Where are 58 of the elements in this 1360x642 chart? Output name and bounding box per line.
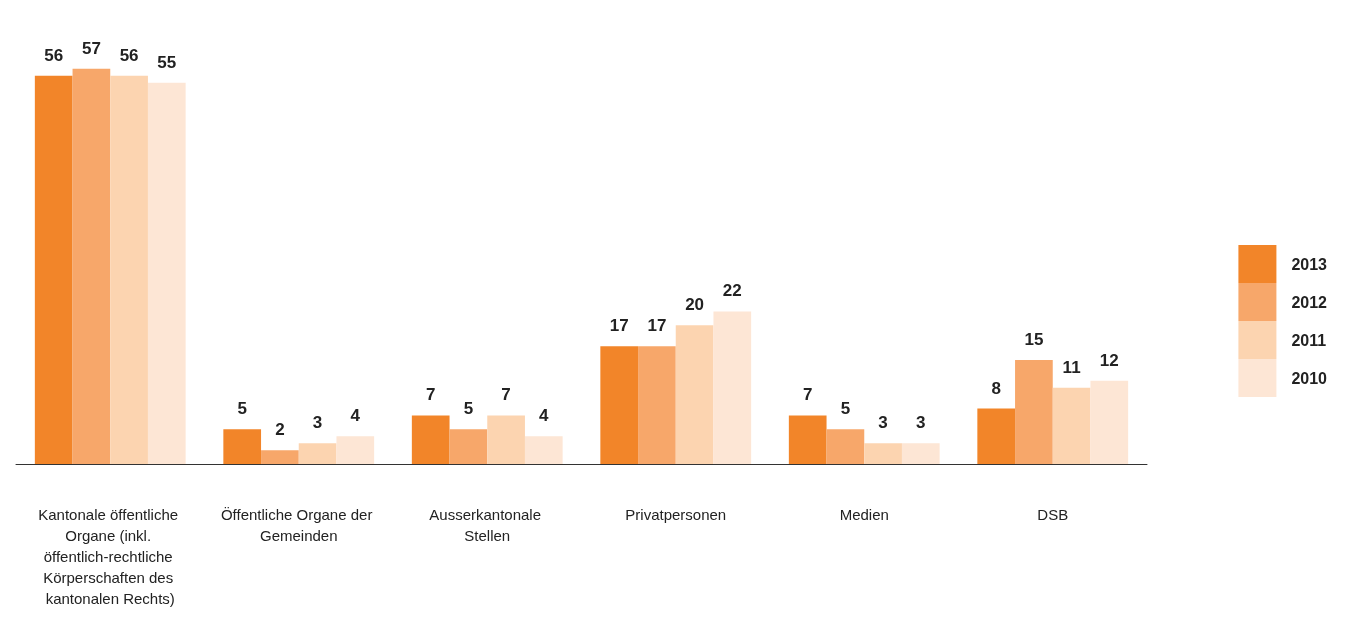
- bar: [1052, 387, 1091, 464]
- data-label: 11: [1062, 357, 1081, 377]
- bar: [1090, 380, 1129, 464]
- bar: [600, 346, 639, 464]
- x-tick-label: Privatpersonen: [625, 506, 727, 523]
- data-label: 56: [44, 45, 64, 65]
- bar: [336, 436, 375, 464]
- data-label: 7: [425, 385, 436, 405]
- bar: [72, 68, 111, 464]
- data-label: 55: [157, 52, 177, 72]
- bar: [261, 450, 299, 464]
- data-label: 17: [609, 316, 629, 336]
- x-tick-label: DSB: [1037, 506, 1069, 523]
- bar: [788, 415, 827, 464]
- bar: [147, 82, 186, 464]
- data-label: 3: [312, 413, 323, 433]
- data-label: 56: [119, 45, 139, 65]
- x-tick-label: Ausserkantonale Stellen: [429, 506, 546, 544]
- data-label: 15: [1024, 330, 1044, 349]
- x-tick-label: Öffentliche Organe der Gemeinden: [220, 506, 377, 544]
- x-tick-label: Medien: [839, 506, 889, 523]
- bar: [34, 75, 73, 464]
- bar: [223, 429, 262, 464]
- data-label: 7: [802, 385, 813, 405]
- bar: [110, 75, 148, 464]
- bar: [638, 346, 676, 464]
- data-label: 17: [647, 316, 667, 336]
- data-label: 22: [722, 281, 742, 301]
- bar: [449, 429, 488, 464]
- bar: [713, 311, 752, 464]
- bar: [487, 415, 525, 464]
- data-label: 12: [1099, 350, 1119, 370]
- data-label: 5: [463, 399, 474, 419]
- data-label: 4: [350, 406, 361, 426]
- data-label: 2: [275, 420, 285, 440]
- bar: [864, 443, 902, 464]
- data-label: 3: [916, 413, 926, 433]
- bar: [1015, 360, 1053, 464]
- bar: [826, 429, 865, 464]
- data-label: 20: [685, 295, 705, 315]
- bar: [524, 436, 563, 464]
- data-label: 7: [501, 385, 511, 405]
- legend-label: 2013: [1291, 255, 1328, 273]
- bar: [298, 443, 337, 464]
- legend-label: 2010: [1291, 369, 1328, 387]
- legend-label: 2011: [1291, 331, 1327, 349]
- data-label: 57: [81, 38, 101, 58]
- data-label: 8: [991, 378, 1001, 398]
- data-label: 5: [840, 399, 851, 419]
- bar: [411, 415, 450, 464]
- data-label: 5: [237, 399, 247, 419]
- bar: [675, 325, 714, 464]
- data-label: 3: [878, 413, 888, 433]
- data-label: 4: [539, 406, 550, 426]
- bar: [977, 408, 1016, 464]
- bar: [901, 443, 940, 464]
- legend-label: 2012: [1291, 293, 1328, 311]
- x-tick-label: Kantonale öffentliche Organe (inkl. öffentlich-rechtliche Körperschaften des kantonalen Rechts): [38, 506, 183, 607]
